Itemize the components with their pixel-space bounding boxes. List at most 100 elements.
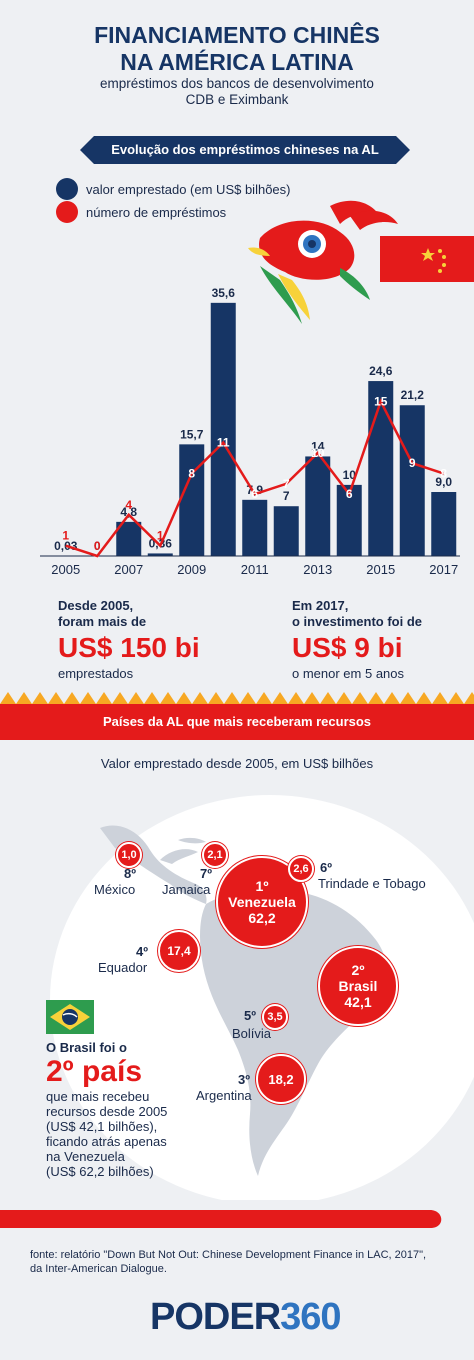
title-line-1: FINANCIAMENTO CHINÊS bbox=[94, 22, 380, 48]
bar-label-2009: 15,7 bbox=[180, 427, 204, 441]
rank-jamaica: 7º bbox=[200, 866, 212, 881]
flag-star-icon bbox=[421, 248, 435, 261]
x-tick-2017: 2017 bbox=[429, 562, 458, 577]
stat-left-label-1: Desde 2005, bbox=[58, 598, 134, 613]
rank-equador: 4º bbox=[136, 944, 148, 959]
count-label-2015: 15 bbox=[374, 394, 388, 408]
country-circle-jamaica: 2,1 bbox=[202, 842, 228, 868]
value-trindade: 2,6 bbox=[293, 863, 309, 875]
brand-logo-part1: PODER bbox=[150, 1296, 281, 1338]
value-brasil: 42,1 bbox=[344, 994, 372, 1010]
brand-logo: PODER360 bbox=[150, 1296, 342, 1339]
stat-left-foot: emprestados bbox=[58, 666, 134, 681]
stat-right-label-2: o investimento foi de bbox=[292, 614, 423, 629]
country-circle-equador: 17,4 bbox=[158, 930, 200, 972]
bar-2017 bbox=[431, 492, 457, 556]
count-label-2013: 10 bbox=[311, 446, 325, 460]
section-banner-countries: Países da AL que mais receberam recursos bbox=[102, 714, 372, 729]
stat-left-label-2: foram mais de bbox=[58, 614, 147, 629]
x-tick-2013: 2013 bbox=[303, 562, 332, 577]
value-argentina: 18,2 bbox=[268, 1071, 294, 1087]
count-line bbox=[65, 398, 445, 558]
count-label-2010: 11 bbox=[217, 436, 230, 450]
count-label-2016: 9 bbox=[409, 456, 416, 470]
value-mexico: 1,0 bbox=[121, 849, 137, 861]
country-circle-mexico: 1,0 bbox=[116, 842, 142, 868]
value-equador: 17,4 bbox=[167, 944, 191, 958]
brazil-note-big: 2º país bbox=[46, 1055, 143, 1088]
stat-left-label: Desde 2005, foram mais de bbox=[58, 598, 146, 630]
x-tick-2009: 2009 bbox=[177, 562, 206, 577]
brazil-flag bbox=[46, 1000, 94, 1034]
rank-mexico: 8º bbox=[124, 866, 136, 881]
legend-count-label: número de empréstimos bbox=[86, 205, 227, 220]
name-venezuela: Venezuela bbox=[228, 894, 296, 910]
stat-right-value: US$ 9 bi bbox=[292, 632, 403, 663]
bar-label-2015: 24,6 bbox=[369, 364, 393, 378]
legend-value-swatch bbox=[56, 178, 78, 200]
rank-trindade: 6º bbox=[320, 860, 332, 875]
brazil-note: O Brasil foi o 2º país que mais recebeu … bbox=[46, 1040, 216, 1179]
stat-left-value: US$ 150 bi bbox=[58, 632, 200, 663]
x-tick-2005: 2005 bbox=[51, 562, 80, 577]
count-label-2006: 0 bbox=[94, 539, 101, 553]
page-title: FINANCIAMENTO CHINÊS NA AMÉRICA LATINA bbox=[0, 22, 474, 76]
rank-venezuela: 1º bbox=[255, 878, 269, 894]
china-flag bbox=[380, 236, 474, 282]
value-jamaica: 2,1 bbox=[207, 849, 223, 861]
bar-2008 bbox=[147, 553, 173, 556]
name-argentina: Argentina bbox=[196, 1088, 252, 1103]
country-circle-brasil: 2º Brasil 42,1 bbox=[318, 946, 398, 1026]
x-tick-2011: 2011 bbox=[241, 562, 269, 577]
country-circle-argentina: 18,2 bbox=[256, 1054, 306, 1104]
bar-2011 bbox=[242, 499, 268, 556]
bar-2013 bbox=[305, 456, 331, 556]
count-label-2007: 4 bbox=[125, 498, 132, 512]
brazil-note-body2: recursos desde 2005 bbox=[46, 1104, 168, 1119]
count-label-2012: 7 bbox=[283, 477, 290, 491]
stat-right-label-1: Em 2017, bbox=[292, 598, 349, 613]
section-subtitle-countries: Valor emprestado desde 2005, em US$ bilh… bbox=[100, 756, 374, 771]
title-line-2: NA AMÉRICA LATINA bbox=[120, 49, 354, 75]
name-trindade: Trindade e Tobago bbox=[318, 876, 426, 891]
brazil-note-body4: ficando atrás apenas bbox=[46, 1134, 167, 1149]
name-bolivia: Bolívia bbox=[232, 1026, 272, 1041]
bottom-ribbon bbox=[0, 1210, 442, 1228]
section-banner-evolution: Evolução dos empréstimos chineses na AL bbox=[80, 136, 410, 164]
name-mexico: México bbox=[94, 882, 136, 897]
bar-2012 bbox=[273, 506, 299, 556]
country-circle-trindade: 2,6 bbox=[288, 856, 314, 882]
brazil-note-body3: (US$ 42,1 bilhões), bbox=[46, 1119, 158, 1134]
count-label-2017: 8 bbox=[440, 467, 447, 481]
brazil-note-body1: que mais recebeu bbox=[46, 1089, 150, 1104]
source-line2: da Inter-American Dialogue. bbox=[30, 1263, 167, 1275]
bar-label-2006: 0 bbox=[94, 539, 101, 553]
bar-2010 bbox=[210, 302, 236, 556]
value-venezuela: 62,2 bbox=[248, 910, 276, 926]
count-label-2014: 6 bbox=[346, 487, 353, 501]
brazil-note-line1: O Brasil foi o bbox=[46, 1040, 127, 1055]
x-tick-2007: 2007 bbox=[114, 562, 143, 577]
bar-label-2013: 14 bbox=[311, 439, 325, 453]
bar-2016 bbox=[399, 405, 425, 556]
source-note: fonte: relatório "Down But Not Out: Chin… bbox=[30, 1248, 426, 1276]
subtitle-line-1: empréstimos dos bancos de desenvolviment… bbox=[100, 76, 374, 91]
bar-label-2014: 10 bbox=[343, 468, 357, 482]
legend-value-label: valor emprestado (em US$ bilhões) bbox=[86, 182, 291, 197]
name-brasil: Brasil bbox=[338, 978, 378, 994]
bar-2009 bbox=[179, 444, 205, 556]
bar-label-2017: 9,0 bbox=[435, 475, 452, 489]
rank-bolivia: 5º bbox=[244, 1008, 256, 1023]
page-subtitle: empréstimos dos bancos de desenvolviment… bbox=[0, 76, 474, 108]
section-divider bbox=[0, 692, 474, 740]
value-bolivia: 3,5 bbox=[267, 1011, 283, 1023]
name-equador: Equador bbox=[98, 960, 148, 975]
rank-argentina: 3º bbox=[238, 1072, 250, 1087]
dragon-illustration bbox=[248, 200, 474, 324]
legend-count-swatch bbox=[56, 201, 78, 223]
count-label-2008: 1 bbox=[157, 529, 164, 543]
stat-right-foot: o menor em 5 anos bbox=[292, 666, 405, 681]
subtitle-line-2: CDB e Eximbank bbox=[185, 92, 289, 107]
bar-2015 bbox=[368, 381, 394, 556]
